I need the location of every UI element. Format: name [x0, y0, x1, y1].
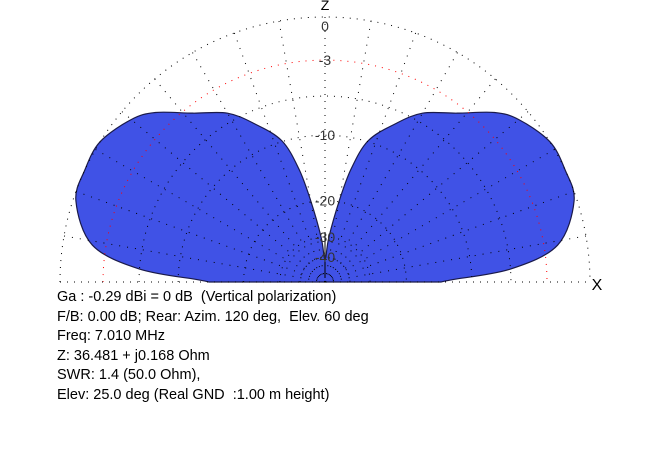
radiation-pattern-plot: 0 -3 -10 -20 -30 -40 Z X [59, 0, 603, 290]
ring-label: -20 [315, 193, 335, 209]
ring-label: -30 [315, 229, 335, 245]
x-axis-label: X [592, 277, 603, 290]
front-back-text: F/B: 0.00 dB; Rear: Azim. 120 deg, Elev.… [57, 308, 369, 325]
ring-label: -10 [315, 127, 335, 143]
ring-label: -3 [319, 52, 332, 68]
z-axis-label: Z [321, 0, 330, 13]
ring-label: 0 [321, 18, 329, 34]
grid-ring [243, 200, 407, 283]
elevation-text: Elev: 25.0 deg (Real GND :1.00 m height) [57, 386, 330, 403]
ring-label: -40 [315, 249, 335, 265]
swr-text: SWR: 1.4 (50.0 Ohm), [57, 367, 201, 384]
gain-text: Ga : -0.29 dBi = 0 dB (Vertical polariza… [57, 289, 337, 305]
impedance-text: Z: 36.481 + j0.168 Ohm [57, 347, 210, 364]
grid-ring [102, 59, 548, 283]
antenna-info: Ga : -0.29 dBi = 0 dB (Vertical polariza… [57, 288, 369, 406]
grid-ring [177, 134, 473, 283]
frequency-text: Freq: 7.010 MHz [57, 328, 165, 345]
